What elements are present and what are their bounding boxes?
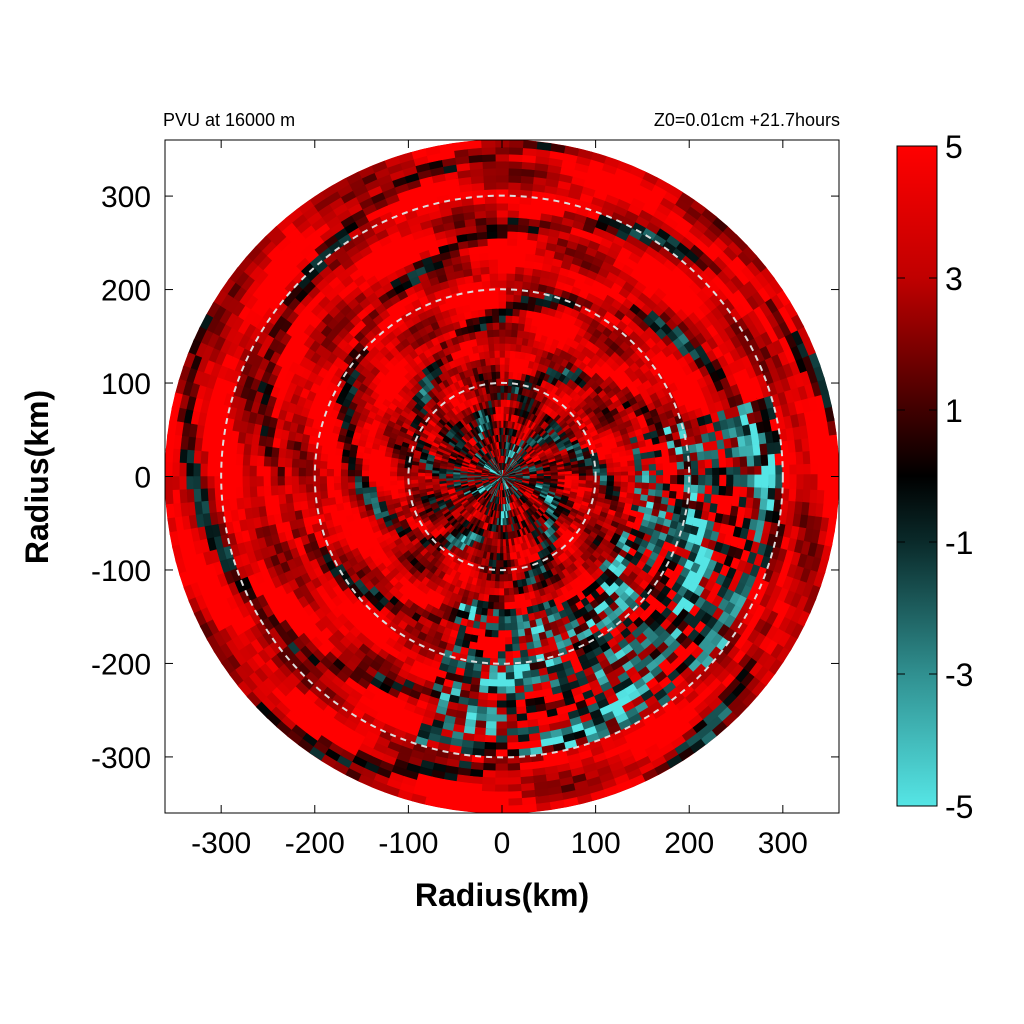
field-cell	[677, 475, 685, 485]
field-cell	[515, 476, 524, 478]
field-cell	[719, 474, 727, 487]
field-cell	[585, 475, 594, 481]
pvu-field	[165, 140, 839, 813]
field-cell	[726, 474, 734, 487]
field-cell	[599, 475, 608, 482]
plot-area	[165, 140, 839, 813]
title-right: Z0=0.01cm +21.7hours	[654, 110, 840, 130]
field-cell	[578, 475, 587, 481]
field-cell	[634, 475, 643, 483]
field-cell	[705, 474, 713, 486]
field-cell	[522, 476, 531, 478]
field-cell	[698, 474, 706, 486]
field-cell	[606, 475, 615, 482]
field-cell	[571, 475, 580, 481]
field-cell	[656, 475, 664, 484]
field-cell	[712, 474, 720, 486]
field-cell	[557, 475, 566, 480]
field-cell	[684, 475, 692, 485]
title-left: PVU at 16000 m	[163, 110, 295, 130]
field-cell	[529, 475, 538, 479]
field-cell	[649, 475, 657, 484]
field-cell	[592, 475, 601, 481]
field-cell	[550, 475, 559, 480]
field-cell	[564, 475, 573, 480]
field-cell	[543, 475, 552, 479]
field-cell	[691, 474, 699, 486]
field-cell	[670, 475, 678, 485]
field-cell	[663, 475, 671, 484]
field-cell	[536, 475, 545, 479]
field-cell	[641, 475, 650, 483]
field-cell	[508, 476, 517, 478]
field-cell	[627, 475, 636, 483]
field-cell	[613, 475, 622, 482]
field-cell	[620, 475, 629, 483]
